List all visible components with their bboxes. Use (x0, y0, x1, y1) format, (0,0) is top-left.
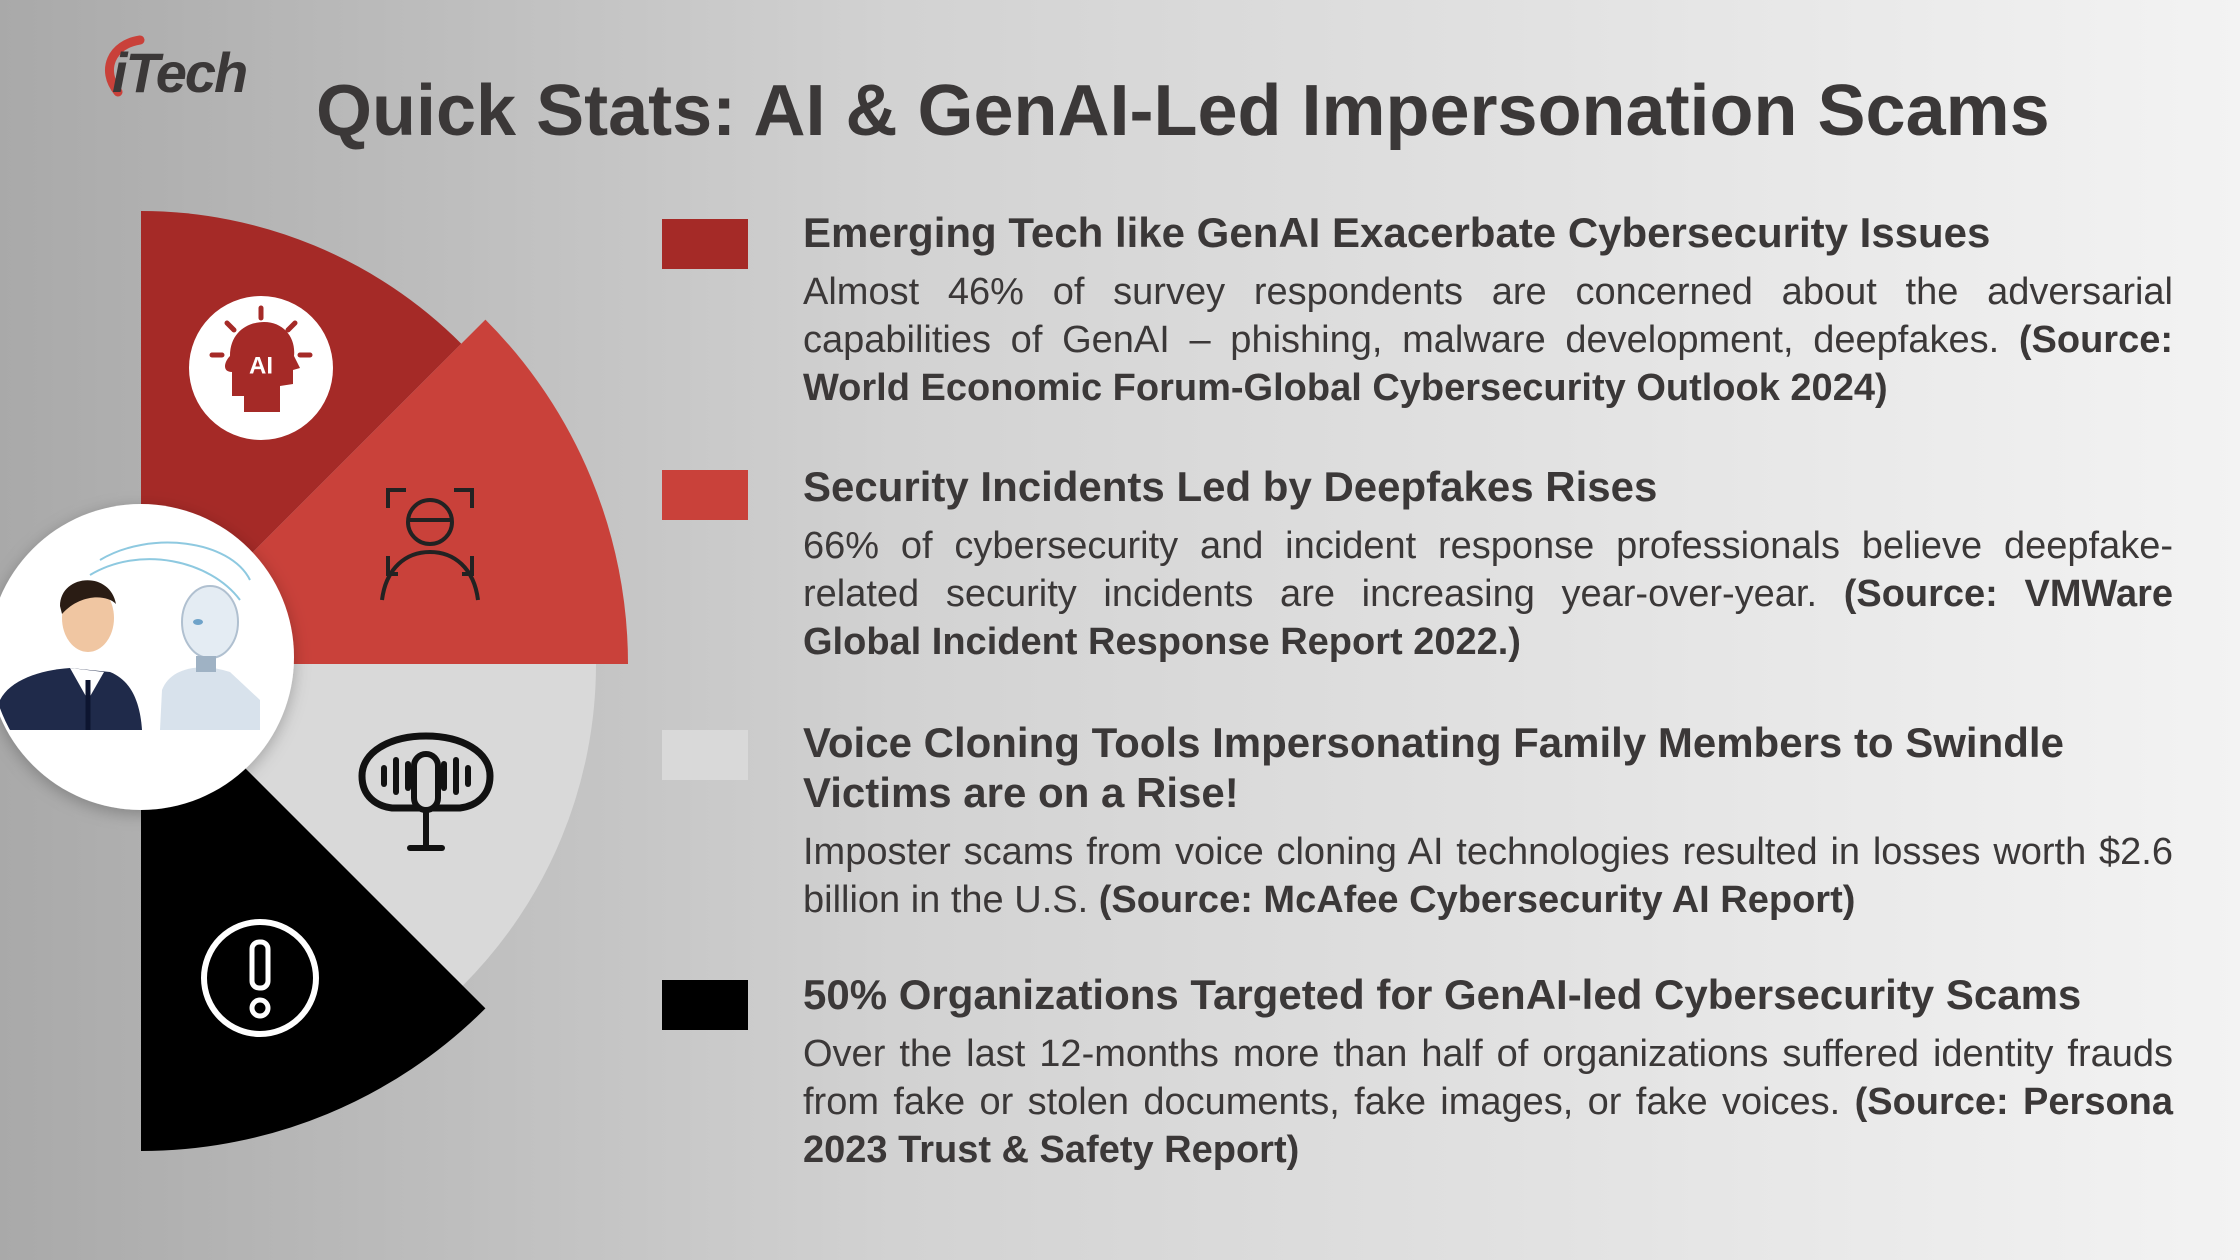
title: Quick Stats: AI & GenAI-Led Impersonatio… (316, 71, 2050, 151)
human-robot-image (0, 504, 294, 810)
stat-source: (Source: McAfee Cybersecurity AI Report) (1098, 879, 1856, 921)
face-scan-icon (380, 488, 480, 601)
stat-item: Voice Cloning Tools Impersonating Family… (803, 718, 2173, 924)
stat-text: Almost 46% of survey respondents are con… (803, 271, 2173, 361)
icon-label: AI (249, 352, 273, 379)
stat-source: (Source: World Economic Forum-Global Cyb… (803, 319, 2173, 409)
stat-source: (Source: VMWare Global Incident Response… (803, 573, 2174, 663)
legend-square (662, 470, 748, 520)
stat-text: Over the last 12-months more than half o… (803, 1033, 2173, 1123)
logo: iTech (112, 41, 248, 104)
legend-square (662, 219, 748, 269)
stat-body: Imposter scams from voice cloning AI tec… (803, 828, 2173, 924)
stat-body: Almost 46% of survey respondents are con… (803, 268, 2173, 412)
alert-icon (201, 919, 319, 1037)
stat-item: Emerging Tech like GenAI Exacerbate Cybe… (803, 208, 2173, 412)
stat-heading: 50% Organizations Targeted for GenAI-led… (803, 971, 2082, 1018)
legend-square (662, 730, 748, 780)
stat-heading: Security Incidents Led by Deepfakes Rise… (803, 463, 1658, 510)
stat-body: Over the last 12-months more than half o… (803, 1030, 2173, 1174)
stat-heading: Voice Cloning Tools Impersonating Family… (803, 719, 2064, 816)
stat-source: (Source: Persona 2023 Trust & Safety Rep… (803, 1081, 2174, 1171)
voice-icon (358, 732, 494, 851)
stat-text: 66% of cybersecurity and incident respon… (803, 525, 2173, 615)
logo-mark (105, 35, 145, 97)
ai-icon: AI (189, 296, 333, 440)
stat-body: 66% of cybersecurity and incident respon… (803, 522, 2173, 666)
stat-heading: Emerging Tech like GenAI Exacerbate Cybe… (803, 209, 1991, 256)
legend-square (662, 980, 748, 1030)
stat-item: Security Incidents Led by Deepfakes Rise… (803, 462, 2173, 666)
segment-4 (141, 664, 486, 1151)
stat-text: Imposter scams from voice cloning AI tec… (803, 831, 2173, 921)
stat-item: 50% Organizations Targeted for GenAI-led… (803, 970, 2173, 1174)
